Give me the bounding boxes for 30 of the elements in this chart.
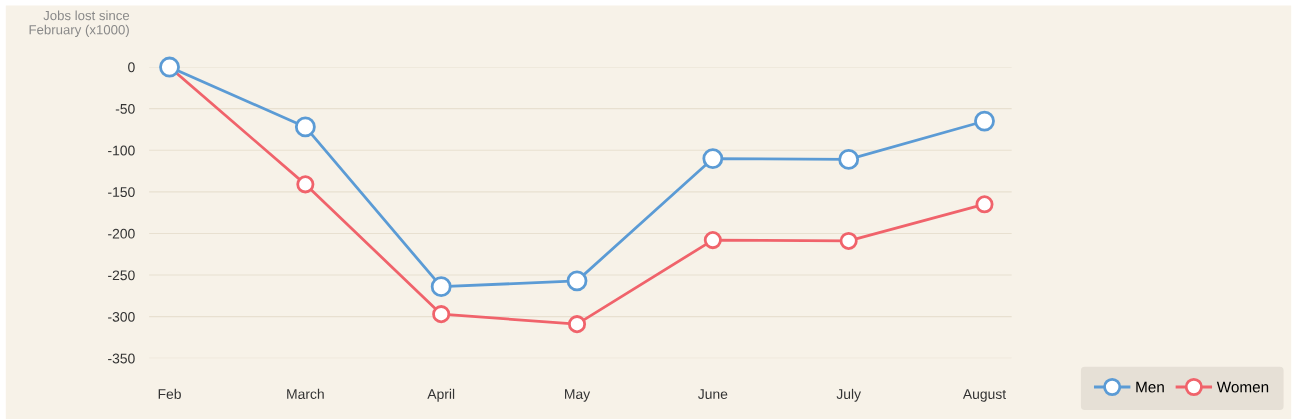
- point: [430, 276, 452, 298]
- x-tick-label: August: [962, 389, 1007, 402]
- point: [702, 148, 724, 169]
- point: [975, 195, 994, 214]
- point: [839, 231, 858, 250]
- y-tick-label: -350: [108, 353, 135, 364]
- y-tick-label: -100: [108, 145, 135, 156]
- point: [703, 231, 722, 250]
- y-tick-label: 0: [128, 62, 135, 73]
- point: [296, 175, 315, 194]
- x-tick-label: March: [287, 388, 324, 399]
- point: [294, 116, 316, 138]
- point: [838, 148, 860, 170]
- x-tick-label: June: [698, 389, 728, 399]
- x-tick-label: April: [427, 388, 455, 402]
- y-axis-title: Jobs lost since February (x1000): [29, 10, 130, 37]
- point: [567, 315, 587, 334]
- y-tick-label: -250: [108, 270, 135, 281]
- x-tick-label: Feb: [158, 388, 181, 399]
- point: [974, 110, 995, 132]
- legend-label: Women: [1216, 381, 1269, 393]
- point: [566, 270, 588, 292]
- x-tick-label: July: [836, 388, 861, 402]
- y-tick-label: -300: [108, 311, 135, 322]
- point: [432, 305, 451, 324]
- y-tick-label: -150: [108, 187, 135, 198]
- legend-label: Men: [1136, 381, 1164, 393]
- y-tick-label: -200: [108, 228, 135, 239]
- y-tick-label: -50: [115, 103, 135, 114]
- x-tick-label: May: [565, 389, 591, 402]
